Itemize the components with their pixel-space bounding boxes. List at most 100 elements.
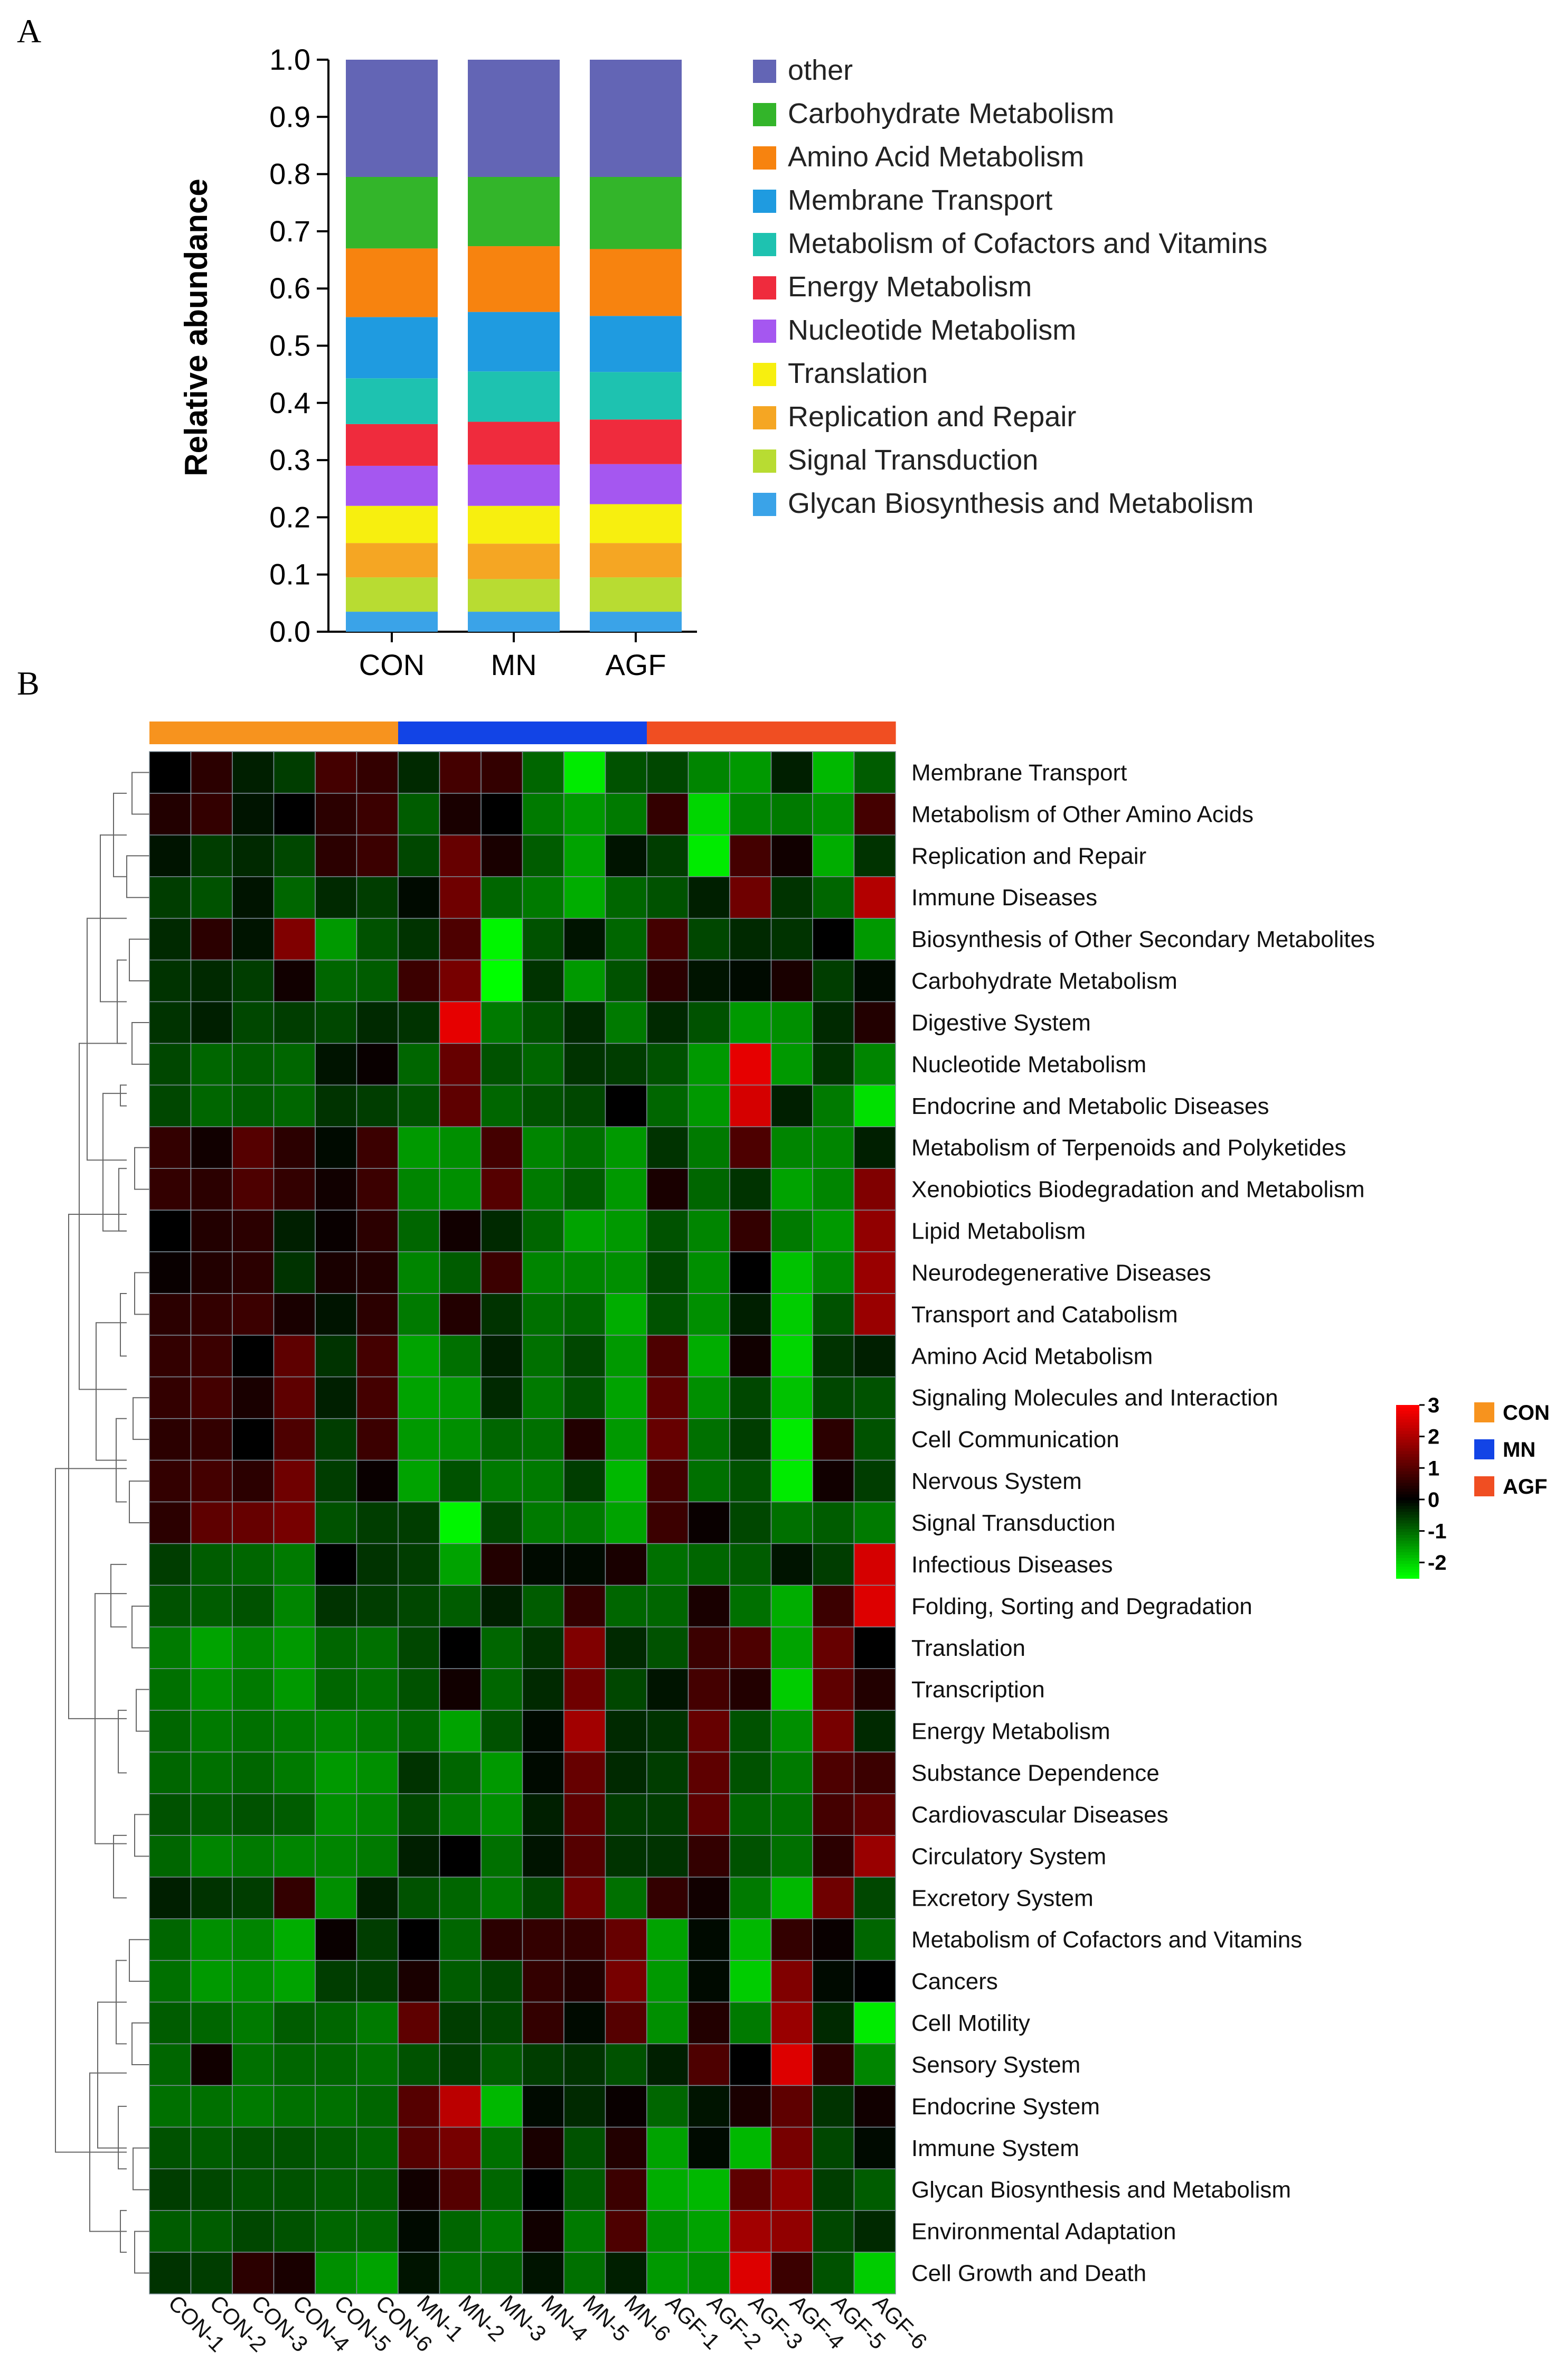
colorbar-tick-label: 2 [1428, 1426, 1439, 1449]
heatmap-cell [480, 2210, 523, 2253]
heatmap-cell [687, 1043, 730, 1086]
heatmap-cell [605, 1376, 647, 1419]
heatmap-cell [315, 751, 357, 794]
heatmap-cell [522, 2001, 564, 2045]
heatmap-cell [687, 1918, 730, 1961]
dendrogram-branch [129, 1481, 149, 1523]
heatmap-cell [605, 1543, 647, 1586]
heatmap-cell [646, 1335, 689, 1378]
legend-swatch [753, 146, 776, 170]
heatmap-cell [149, 2085, 192, 2128]
heatmap-cell [190, 2126, 233, 2169]
heatmap-cell [273, 1543, 316, 1586]
bar-segment [590, 249, 682, 316]
heatmap-cell [480, 1335, 523, 1378]
heatmap-cell [605, 1084, 647, 1128]
heatmap-cell [273, 1877, 316, 1919]
heatmap-cell [729, 835, 772, 877]
heatmap-cell [853, 1293, 896, 1336]
dendrogram-branch [133, 2147, 149, 2190]
colorbar-step [1396, 1413, 1419, 1417]
heatmap-cell [687, 835, 730, 877]
heatmap-cell [480, 1918, 523, 1961]
heatmap-cell [812, 751, 855, 794]
row-label: Replication and Repair [911, 843, 1146, 869]
heatmap-cell [439, 2085, 482, 2128]
heatmap-cell [190, 2252, 233, 2294]
colorbar-tick-label: -2 [1428, 1551, 1447, 1575]
colorbar-step [1396, 1445, 1419, 1449]
heatmap-cell [356, 2126, 399, 2169]
heatmap-cell [149, 751, 192, 794]
dendrogram-branch [133, 1397, 149, 1440]
heatmap-cell [315, 1043, 357, 1086]
y-tick-label: 0.8 [269, 157, 310, 191]
heatmap-cell [605, 1168, 647, 1211]
group-annotation-cell [315, 722, 357, 744]
heatmap-cell [439, 1168, 482, 1211]
heatmap-cell [356, 2168, 399, 2211]
dendrogram-branch [131, 2022, 149, 2065]
heatmap-cell [522, 2252, 564, 2294]
row-label: Circulatory System [911, 1843, 1106, 1869]
heatmap-cell [687, 2252, 730, 2294]
heatmap-cell [646, 751, 689, 794]
heatmap-cell [232, 2252, 275, 2294]
heatmap-cell [439, 2168, 482, 2211]
heatmap-cell [439, 1501, 482, 1544]
heatmap-cell [770, 1335, 813, 1378]
legend-item: Energy Metabolism [753, 271, 1032, 303]
dendrogram-branch [118, 1168, 127, 1232]
colorbar-step [1396, 1483, 1419, 1487]
heatmap-cell [687, 1626, 730, 1669]
heatmap-cell [232, 751, 275, 794]
heatmap: Membrane Transport Metabolism of Other Am… [55, 722, 1550, 2357]
colorbar-step [1396, 1419, 1419, 1423]
heatmap-cell [190, 1459, 233, 1503]
colorbar-step [1396, 1575, 1419, 1579]
heatmap-cell [563, 1877, 606, 1919]
heatmap-cell [687, 1418, 730, 1461]
heatmap-cell [273, 1335, 316, 1378]
heatmap-cell [356, 1293, 399, 1336]
heatmap-cell [770, 2085, 813, 2128]
heatmap-cell [439, 1293, 482, 1336]
heatmap-cell [687, 1168, 730, 1211]
heatmap-cell [605, 2001, 647, 2045]
heatmap-cell [149, 959, 192, 1002]
heatmap-cell [812, 793, 855, 836]
colorbar-step [1396, 1494, 1419, 1498]
heatmap-cell [522, 1084, 564, 1128]
heatmap-cell [812, 1585, 855, 1628]
heatmap-cell [398, 2085, 440, 2128]
heatmap-cell [439, 2210, 482, 2253]
heatmap-cell [563, 1210, 606, 1252]
heatmap-cell [770, 1168, 813, 1211]
heatmap-cell [149, 1001, 192, 1044]
heatmap-cell [190, 876, 233, 919]
heatmap-cell [315, 2043, 357, 2086]
heatmap-cell [522, 1001, 564, 1044]
heatmap-cell [729, 1835, 772, 1878]
colorbar-step [1396, 1465, 1419, 1469]
heatmap-cell [522, 2043, 564, 2086]
row-label: Xenobiotics Biodegradation and Metabolis… [911, 1177, 1365, 1203]
heatmap-cell [439, 1960, 482, 2003]
heatmap-cell [853, 1168, 896, 1211]
colorbar-step [1396, 1569, 1419, 1573]
heatmap-cell [190, 1084, 233, 1128]
heatmap-cell [563, 2168, 606, 2211]
heatmap-cell [398, 1084, 440, 1128]
heatmap-cell [729, 1126, 772, 1169]
heatmap-cell [273, 1210, 316, 1252]
heatmap-cell [398, 2252, 440, 2294]
heatmap-cell [273, 1668, 316, 1711]
colorbar-step [1396, 1471, 1419, 1475]
heatmap-cell [356, 1668, 399, 1711]
colorbar-step [1396, 1454, 1419, 1458]
heatmap-cell [356, 1626, 399, 1669]
heatmap-cell [605, 1126, 647, 1169]
heatmap-cell [605, 1626, 647, 1669]
heatmap-cell [687, 917, 730, 961]
heatmap-cell [522, 1501, 564, 1544]
